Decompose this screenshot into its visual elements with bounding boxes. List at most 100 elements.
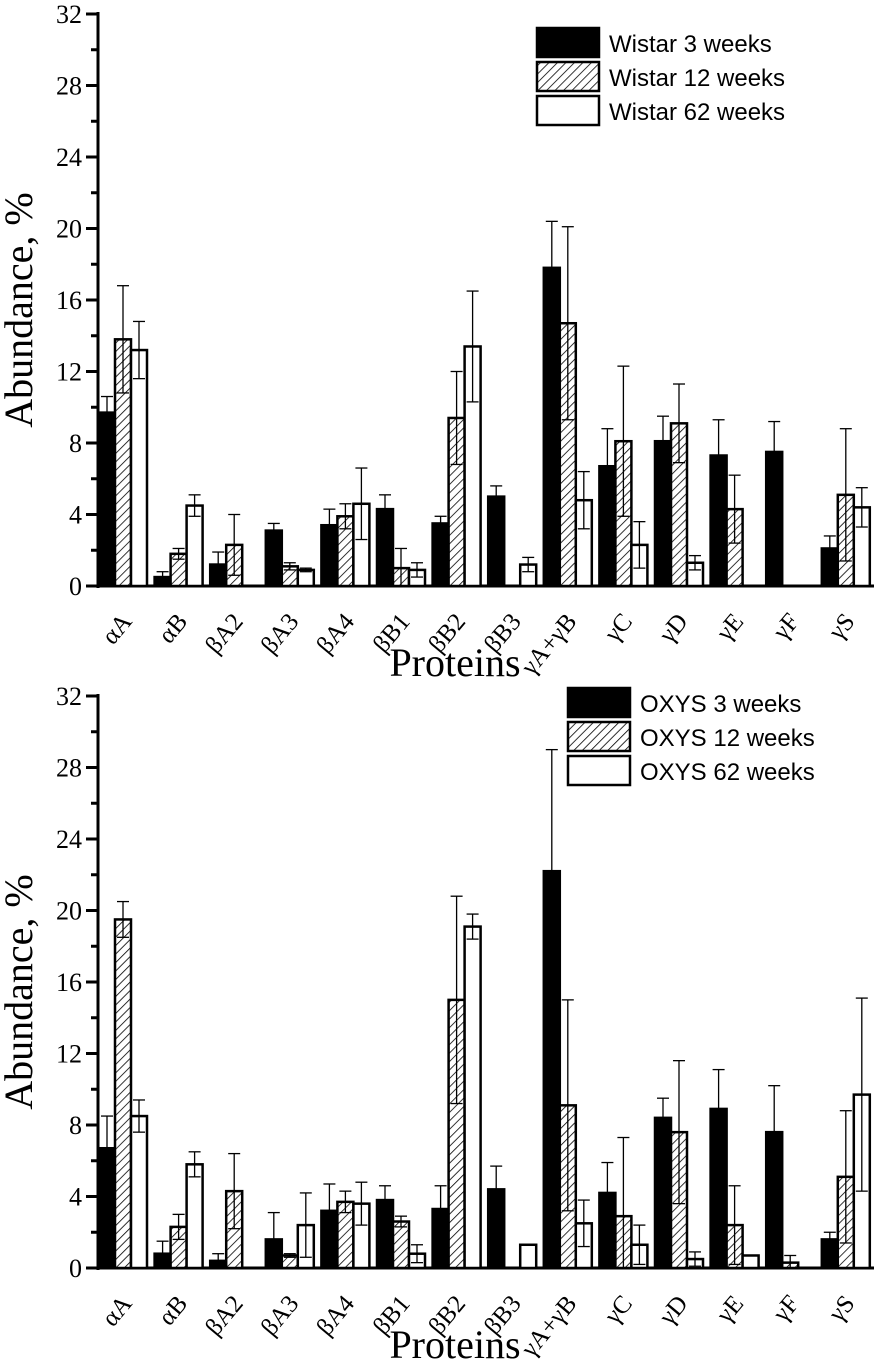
bar-group-βa4 [320,1181,371,1270]
bar-group-βb2 [431,290,482,588]
bar-oxys-12-weeks-βb1 [391,1220,411,1270]
x-tick-label: γE [711,609,749,647]
y-tick-label: 0 [69,1254,82,1283]
y-tick-label: 28 [56,754,82,783]
bar-group-βa3 [264,522,316,588]
bar-group-βb3 [486,485,538,588]
y-tick-label: 24 [56,143,82,172]
y-axis-title: Abundance, % [0,874,41,1109]
legend-label: OXYS 62 weeks [640,759,815,786]
bar-group-γa-γb [542,220,594,588]
legend-swatch-hatched [535,60,601,93]
bar-group-γd [653,383,705,588]
x-axis-title: Proteins [389,640,520,685]
legend: Wistar 3 weeks Wistar 12 weeks Wistar 62 w… [535,26,785,127]
y-tick-label: 4 [69,501,82,530]
x-tick-label: βA4 [311,1290,360,1341]
legend-label: Wistar 12 weeks [609,65,785,92]
bar-wistar-3-weeks-γa-γb [542,266,562,588]
x-tick-label: βA4 [311,608,360,659]
legend-swatch-hatched [566,720,632,753]
legend-item: OXYS 62 weeks [566,754,815,787]
y-tick-label: 28 [56,72,82,101]
bar-group-γd [653,1060,705,1270]
x-tick-label: γS [823,1291,860,1328]
x-tick-label: βA2 [200,609,249,660]
bar-group-γf [764,1085,800,1270]
x-tick-label: αB [153,1291,193,1331]
legend-item: OXYS 12 weeks [566,720,815,753]
x-tick-label: γF [767,1291,804,1328]
bar-group-αa [97,285,149,588]
y-tick-label: 20 [56,897,82,926]
bar-group-γf [764,420,784,588]
x-tick-label: γE [711,1291,749,1329]
bar-group-βa2 [208,1152,244,1270]
y-tick-label: 12 [56,1040,82,1069]
bar-group-γc [598,1136,649,1270]
legend-item: Wistar 62 weeks [535,94,785,127]
bar-wistar-3-weeks-βb2 [431,522,450,588]
bar-group-βa3 [264,1192,316,1270]
bar-group-αa [97,900,149,1270]
bar-oxys-62-weeks-γe [741,1254,760,1270]
chart-wistar: 0 4 8 12 16 20 24 28 32 Abundance, % αA αB βA2 βA3 βA4… [0,0,874,685]
x-tick-label: βA3 [256,1291,305,1342]
legend-swatch-solid [535,26,601,59]
legend-label: OXYS 3 weeks [640,691,801,718]
bar-wistar-62-weeks-αb [185,504,204,588]
chart-oxys: 0 4 8 12 16 20 24 28 32 Abundance, % αA αB βA2 βA3 βA4… [0,682,874,1365]
bar-group-βb2 [431,895,482,1270]
y-tick-label: 16 [56,286,82,315]
x-tick-label: αB [153,609,193,649]
x-tick-label: γD [654,609,694,649]
bar-oxys-62-weeks-βb3 [518,1243,538,1270]
y-tick-label: 20 [56,215,82,244]
legend-swatch-open [535,94,601,127]
x-tick-label: αA [97,1291,138,1332]
legend-label: Wistar 62 weeks [609,99,785,126]
legend-swatch-solid [566,686,632,719]
x-tick-label: γF [767,609,804,646]
bar-oxys-62-weeks-αb [185,1163,204,1270]
x-tick-label: αA [97,609,138,650]
bar-oxys-3-weeks-γd [653,1116,673,1270]
bar-wistar-3-weeks-αa [97,411,117,588]
legend: OXYS 3 weeks OXYS 12 weeks OXYS 62 weeks [566,686,815,787]
y-tick-label: 32 [56,682,82,711]
x-tick-label: γS [823,609,860,646]
x-tick-label: βA2 [200,1291,249,1342]
y-tick-label: 0 [69,572,82,601]
x-tick-label: γA+γB [515,609,582,681]
bar-group-γs [820,428,872,588]
bar-oxys-12-weeks-αa [113,918,133,1270]
bar-group-γc [598,365,649,588]
bar-group-βb1 [375,1185,427,1270]
y-tick-label: 12 [56,358,82,387]
legend-label: Wistar 3 weeks [609,31,772,58]
bar-group-βb3 [486,1165,538,1270]
legend-label: OXYS 12 weeks [640,725,815,752]
x-tick-label: γA+γB [515,1291,582,1363]
bar-group-βa4 [320,467,371,588]
legend-item: Wistar 12 weeks [535,60,785,93]
bar-wistar-62-weeks-αa [129,348,149,588]
bar-group-βb1 [375,494,427,588]
x-tick-label: γD [654,1291,694,1331]
x-axis-title: Proteins [389,1322,520,1365]
x-tick-label: γC [599,1291,638,1330]
y-tick-label: 16 [56,968,82,997]
bar-group-βa2 [208,513,244,588]
bar-oxys-62-weeks-αa [129,1114,149,1270]
y-axis-title: Abundance, % [0,192,41,427]
y-tick-label: 8 [69,429,82,458]
x-tick-label: βA3 [256,609,305,660]
bar-group-γs [820,997,872,1270]
bar-wistar-3-weeks-βb3 [486,495,506,588]
legend-item: Wistar 3 weeks [535,26,772,59]
bar-group-αb [153,494,204,588]
bar-wistar-3-weeks-βa3 [264,529,284,588]
bar-group-γe [709,419,744,588]
bar-group-αb [153,1151,204,1270]
